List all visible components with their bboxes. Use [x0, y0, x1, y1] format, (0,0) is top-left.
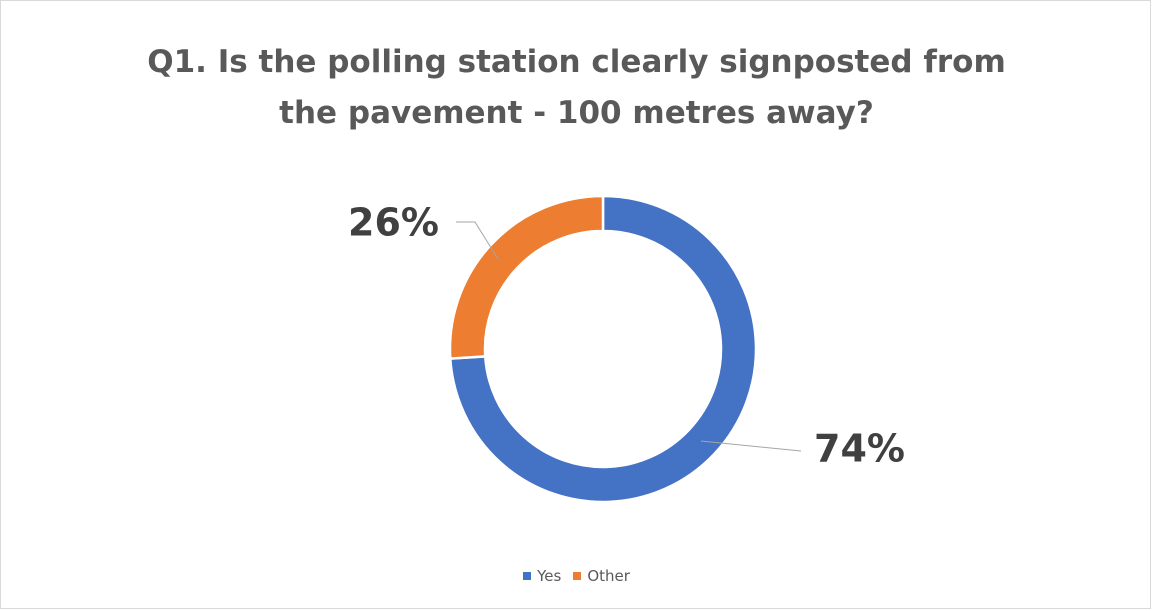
leader-line-other: [456, 221, 499, 260]
chart-title-line-2: the pavement - 100 metres away?: [279, 95, 874, 131]
doughnut-slices: [448, 194, 758, 504]
legend-label-yes: Yes: [537, 567, 562, 585]
legend-label-other: Other: [587, 567, 630, 585]
legend: Yes Other: [1, 567, 1152, 585]
slice-yes[interactable]: [448, 194, 758, 504]
slice-other[interactable]: [448, 194, 605, 360]
label-leader-lines: [456, 221, 802, 452]
chart-title: Q1. Is the polling station clearly signp…: [1, 37, 1152, 139]
legend-item-yes[interactable]: Yes: [523, 567, 561, 585]
data-label-yes: 74%: [814, 427, 905, 471]
data-label-other: 26%: [348, 201, 439, 245]
legend-swatch-yes: [523, 572, 532, 580]
legend-item-other[interactable]: Other: [573, 567, 630, 585]
legend-swatch-other: [573, 572, 582, 580]
data-labels: 74% 26%: [348, 201, 905, 471]
leader-line-yes: [700, 440, 802, 452]
chart-title-line-1: Q1. Is the polling station clearly signp…: [147, 44, 1006, 80]
